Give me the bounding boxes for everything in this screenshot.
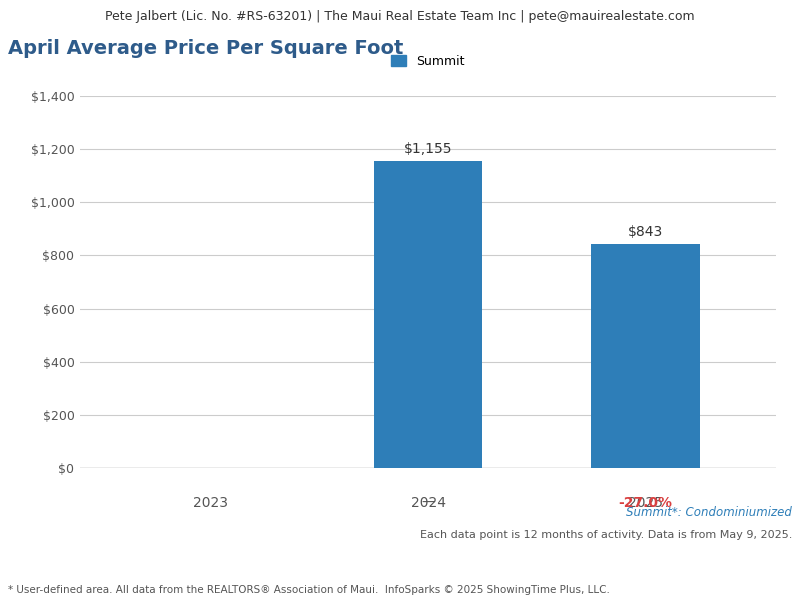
Text: Summit*: Condominiumized: Summit*: Condominiumized xyxy=(626,506,792,519)
Text: $843: $843 xyxy=(628,224,663,239)
Legend: Summit: Summit xyxy=(386,50,470,73)
Text: —: — xyxy=(421,496,435,510)
Text: $1,155: $1,155 xyxy=(404,142,452,156)
Text: -27.0%: -27.0% xyxy=(618,496,673,510)
Text: * User-defined area. All data from the REALTORS® Association of Maui.  InfoSpark: * User-defined area. All data from the R… xyxy=(8,585,610,595)
Text: April Average Price Per Square Foot: April Average Price Per Square Foot xyxy=(8,39,403,58)
Text: Pete Jalbert (Lic. No. #RS-63201) | The Maui Real Estate Team Inc | pete@mauirea: Pete Jalbert (Lic. No. #RS-63201) | The … xyxy=(105,10,695,23)
Bar xyxy=(374,161,482,468)
Bar xyxy=(591,244,700,468)
Text: Each data point is 12 months of activity. Data is from May 9, 2025.: Each data point is 12 months of activity… xyxy=(420,530,792,540)
